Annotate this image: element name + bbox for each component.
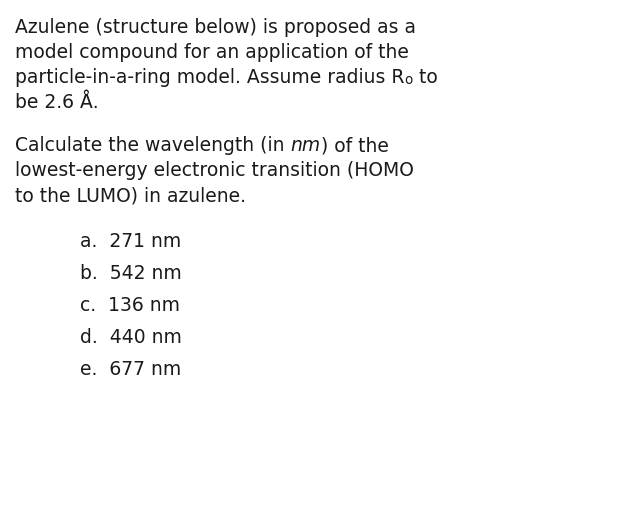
Text: d.  440 nm: d. 440 nm	[80, 328, 182, 347]
Text: to: to	[413, 68, 438, 87]
Text: lowest-energy electronic transition (HOMO: lowest-energy electronic transition (HOM…	[15, 161, 414, 180]
Text: ) of the: ) of the	[321, 136, 389, 155]
Text: e.  677 nm: e. 677 nm	[80, 360, 181, 379]
Text: model compound for an application of the: model compound for an application of the	[15, 43, 409, 62]
Text: be 2.6 Å.: be 2.6 Å.	[15, 93, 98, 112]
Text: to the LUMO) in azulene.: to the LUMO) in azulene.	[15, 186, 246, 205]
Text: nm: nm	[290, 136, 321, 155]
Text: b.  542 nm: b. 542 nm	[80, 264, 182, 283]
Text: o: o	[404, 73, 413, 87]
Text: Azulene (structure below) is proposed as a: Azulene (structure below) is proposed as…	[15, 18, 416, 37]
Text: a.  271 nm: a. 271 nm	[80, 232, 181, 251]
Text: c.  136 nm: c. 136 nm	[80, 296, 180, 315]
Text: particle-in-a-ring model. Assume radius R: particle-in-a-ring model. Assume radius …	[15, 68, 404, 87]
Text: Calculate the wavelength (in: Calculate the wavelength (in	[15, 136, 290, 155]
